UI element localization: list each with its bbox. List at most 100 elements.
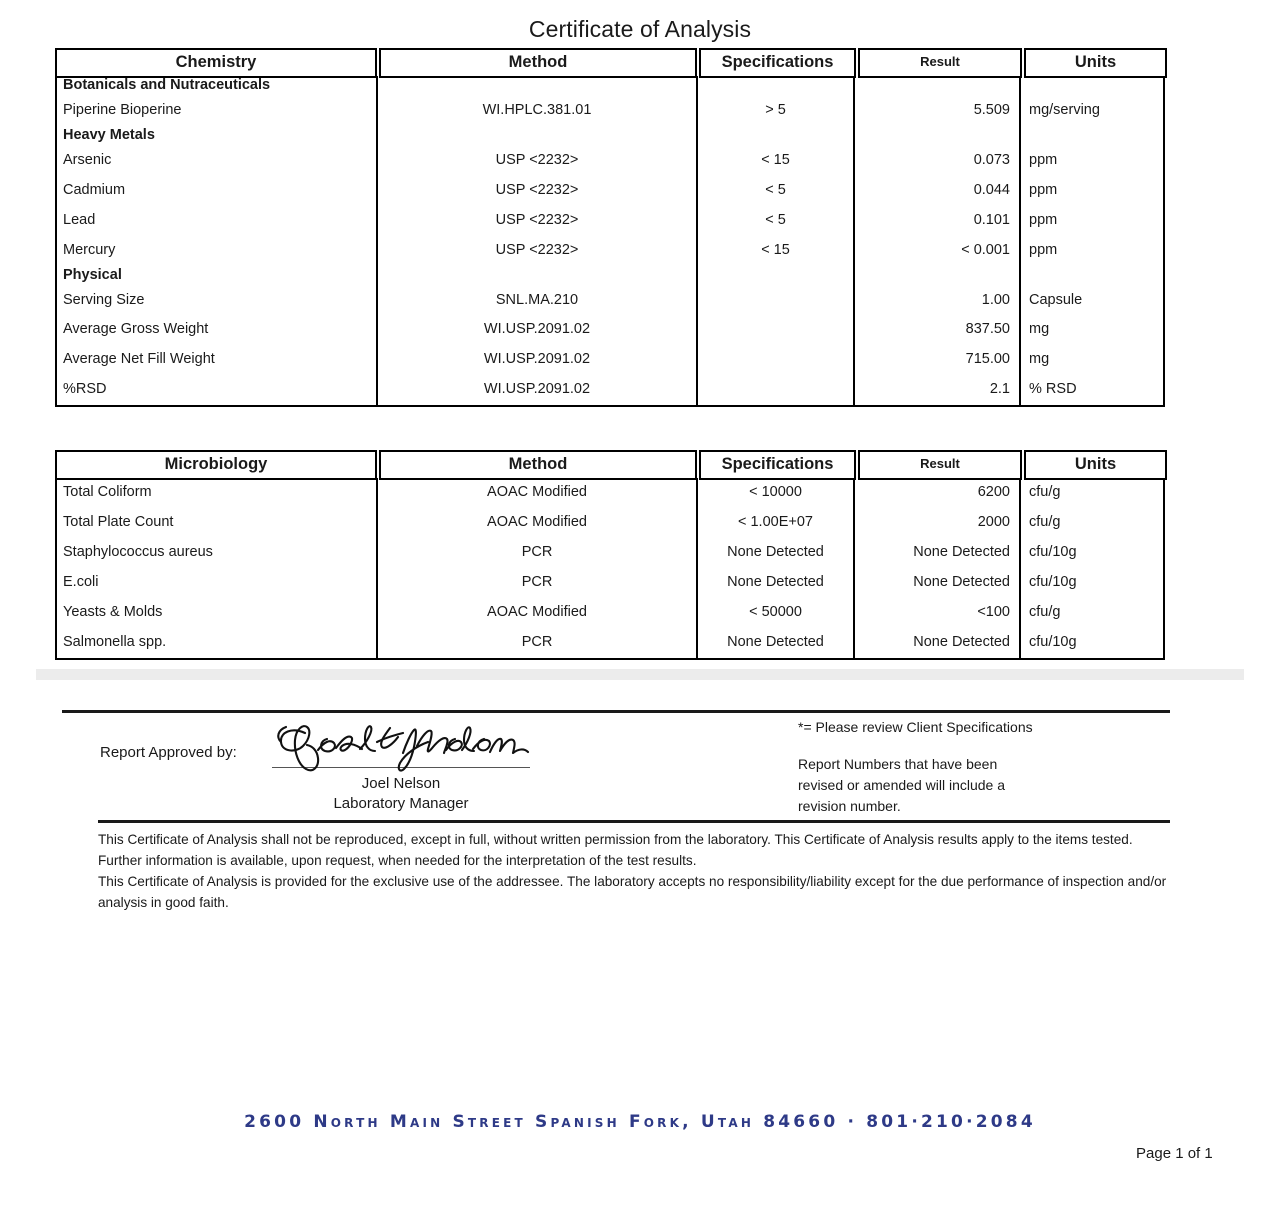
cell-analyte: Piperine Bioperine xyxy=(63,101,182,118)
signature-icon xyxy=(277,725,530,772)
cell-result xyxy=(853,125,1020,146)
microbiology-header-method: Method xyxy=(379,450,697,480)
cell-units: % RSD xyxy=(1019,375,1163,406)
cell-analyte: E.coli xyxy=(63,573,99,590)
approval-label: Report Approved by: xyxy=(100,744,237,761)
cell-method: PCR xyxy=(376,627,697,658)
cell-result xyxy=(853,265,1020,286)
cell-specification: None Detected xyxy=(696,567,854,598)
cell-analyte: Cadmium xyxy=(63,181,126,198)
table-row: Arsenic USP <2232> < 15 0.073 ppm xyxy=(57,145,1163,176)
cell-result: 837.50 xyxy=(853,315,1020,346)
cell-specification: < 15 xyxy=(696,145,854,176)
cell-analyte: Heavy Metals xyxy=(63,126,155,143)
cell-method: WI.USP.2091.02 xyxy=(376,375,697,406)
signatory-role: Laboratory Manager xyxy=(333,795,469,813)
cell-method: USP <2232> xyxy=(376,235,697,266)
cell-analyte: Serving Size xyxy=(63,291,145,308)
footer-address: 2600 North Main Street Spanish Fork, Uta… xyxy=(244,1112,1036,1132)
cell-result: 5.509 xyxy=(853,95,1020,126)
chemistry-header-units: Units xyxy=(1024,48,1167,78)
cell-result: 2000 xyxy=(853,507,1020,538)
chemistry-header-result: Result xyxy=(858,48,1022,78)
cell-result: 0.044 xyxy=(853,175,1020,206)
table-row: Salmonella spp. PCR None Detected None Dete… xyxy=(57,627,1163,658)
cell-analyte: Yeasts & Molds xyxy=(63,603,163,620)
cell-units: mg/serving xyxy=(1019,95,1163,126)
cell-method: USP <2232> xyxy=(376,145,697,176)
cell-units: cfu/10g xyxy=(1019,567,1163,598)
approval-top-rule xyxy=(62,710,1170,713)
cell-method xyxy=(376,125,697,146)
microbiology-table-body: Total Coliform AOAC Modified < 10000 6200 cf… xyxy=(55,478,1165,660)
cell-units: cfu/g xyxy=(1019,478,1163,508)
cell-specification: None Detected xyxy=(696,537,854,568)
cell-analyte: Average Net Fill Weight xyxy=(63,351,215,368)
cell-analyte: Salmonella spp. xyxy=(63,633,167,650)
disclaimer-paragraph-1: This Certificate of Analysis shall not b… xyxy=(98,832,1133,869)
section-divider-band xyxy=(36,669,1244,680)
cell-method: SNL.MA.210 xyxy=(376,285,697,316)
cell-analyte: Total Coliform xyxy=(63,484,152,500)
cell-specification xyxy=(696,285,854,316)
signature-block: Joel Nelson Laboratory Manager xyxy=(272,720,530,815)
cell-method: WI.HPLC.381.01 xyxy=(376,95,697,126)
page-number: Page 1 of 1 xyxy=(1136,1145,1213,1162)
cell-units: ppm xyxy=(1019,235,1163,266)
cell-specification: None Detected xyxy=(696,627,854,658)
revision-note: Report Numbers that have been revised or… xyxy=(798,756,1005,814)
cell-specification: > 5 xyxy=(696,95,854,126)
cell-result: <100 xyxy=(853,597,1020,628)
microbiology-header-units: Units xyxy=(1024,450,1167,480)
cell-specification: < 5 xyxy=(696,205,854,236)
notes-block: *= Please review Client Specifications R… xyxy=(798,717,1168,817)
cell-analyte: Mercury xyxy=(63,241,116,258)
cell-method: USP <2232> xyxy=(376,205,697,236)
cell-method: AOAC Modified xyxy=(376,507,697,538)
cell-analyte: Average Gross Weight xyxy=(63,321,209,338)
table-row: %RSD WI.USP.2091.02 2.1% RSD xyxy=(57,375,1163,406)
cell-units: cfu/10g xyxy=(1019,627,1163,658)
cell-result: 0.101 xyxy=(853,205,1020,236)
cell-specification xyxy=(696,345,854,376)
cell-result: None Detected xyxy=(853,537,1020,568)
cell-analyte: Lead xyxy=(63,211,96,228)
cell-result: 1.00 xyxy=(853,285,1020,316)
cell-method: AOAC Modified xyxy=(376,597,697,628)
signatory-name: Joel Nelson xyxy=(361,775,441,792)
table-group-row: Heavy Metals xyxy=(57,125,1163,146)
disclaimer-block: This Certificate of Analysis shall not b… xyxy=(98,829,1170,913)
signature-line xyxy=(272,767,530,768)
cell-analyte: Staphylococcus aureus xyxy=(63,543,213,560)
microbiology-table-header: Microbiology Method Specifications Resul… xyxy=(55,450,1167,480)
microbiology-header-result: Result xyxy=(858,450,1022,480)
table-row: Lead USP <2232> < 5 0.101 ppm xyxy=(57,205,1163,236)
cell-analyte: Total Plate Count xyxy=(63,513,174,530)
cell-units xyxy=(1019,125,1163,146)
cell-result xyxy=(853,76,1020,96)
cell-result: 0.073 xyxy=(853,145,1020,176)
cell-method xyxy=(376,265,697,286)
table-row: Staphylococcus aureus PCR None Detected Non… xyxy=(57,537,1163,568)
asterisk-note: *= Please review Client Specifications xyxy=(798,719,1033,735)
cell-result: 6200 xyxy=(853,478,1020,508)
microbiology-header-analyte: Microbiology xyxy=(55,450,377,480)
cell-units: ppm xyxy=(1019,175,1163,206)
disclaimer-paragraph-2: This Certificate of Analysis is provided… xyxy=(98,874,1167,911)
cell-specification: < 10000 xyxy=(696,478,854,508)
cell-units: ppm xyxy=(1019,205,1163,236)
cell-specification: < 1.00E+07 xyxy=(696,507,854,538)
cell-units xyxy=(1019,265,1163,286)
cell-units: ppm xyxy=(1019,145,1163,176)
table-row: Total Coliform AOAC Modified < 10000 6200 cf… xyxy=(57,478,1163,508)
cell-specification: < 5 xyxy=(696,175,854,206)
table-row: Average Net Fill Weight WI.USP.2091.02 715… xyxy=(57,345,1163,376)
cell-specification xyxy=(696,375,854,406)
page-title: Certificate of Analysis xyxy=(528,16,752,42)
microbiology-header-specifications: Specifications xyxy=(699,450,856,480)
table-row: Serving Size SNL.MA.210 1.00 Capsule xyxy=(57,285,1163,316)
cell-specification xyxy=(696,265,854,286)
cell-result: 715.00 xyxy=(853,345,1020,376)
cell-units xyxy=(1019,76,1163,96)
chemistry-header-analyte: Chemistry xyxy=(55,48,377,78)
